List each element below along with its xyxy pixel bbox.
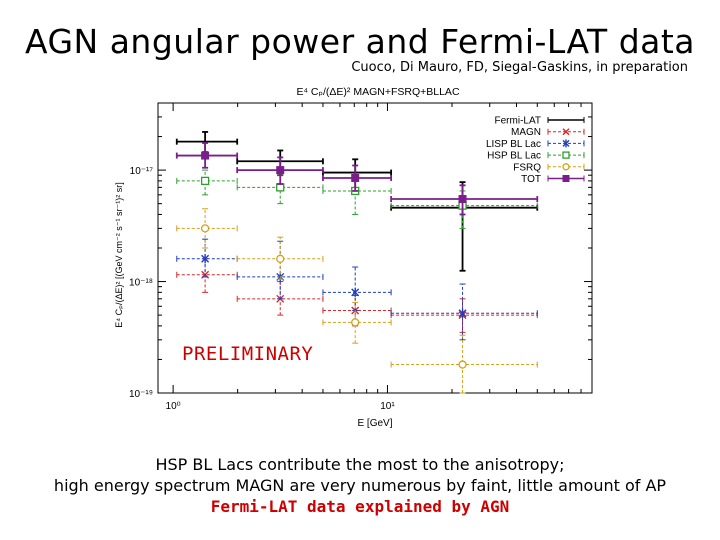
caption-line-1: HSP BL Lacs contribute the most to the a… — [155, 455, 565, 474]
legend-label: LISP BL Lac — [486, 139, 541, 150]
y-tick-label: 10⁻¹⁷ — [130, 166, 154, 177]
legend-label: HSP BL Lac — [487, 151, 541, 162]
author-credit: Cuoco, Di Mauro, FD, Siegal-Gaskins, in … — [351, 60, 688, 75]
caption-line-2: high energy spectrum MAGN are very numer… — [53, 476, 667, 495]
data-point — [351, 318, 360, 327]
series-fsrq — [176, 208, 538, 394]
series-tot — [175, 142, 539, 216]
slide-title: AGN angular power and Fermi-LAT data — [24, 22, 696, 61]
legend-marker — [562, 128, 570, 136]
preliminary-watermark: PRELIMINARY — [182, 343, 314, 365]
data-point — [276, 254, 285, 263]
series-fermi-lat — [175, 131, 539, 272]
series-lisp-bl-lac — [176, 238, 538, 341]
legend-label: FSRQ — [513, 162, 541, 173]
legend-marker — [562, 151, 570, 159]
x-tick-label: 10⁰ — [166, 401, 181, 412]
legend-marker — [562, 163, 570, 171]
legend-label: Fermi-LAT — [495, 116, 541, 127]
legend-label: TOT — [521, 174, 541, 185]
x-axis-label: E [GeV] — [357, 418, 392, 429]
x-tick-label: 10¹ — [380, 401, 395, 412]
y-tick-label: 10⁻¹⁹ — [129, 389, 153, 400]
data-point — [200, 224, 210, 233]
caption-conclusion: Fermi-LAT data explained by AGN — [210, 497, 510, 516]
data-point — [351, 173, 360, 182]
data-point — [276, 166, 285, 175]
legend-marker — [562, 175, 570, 182]
data-point — [458, 195, 467, 204]
y-axis-label: E⁴ Cₚ/(ΔE)² [(GeV cm⁻² s⁻¹ sr⁻¹)² sr] — [114, 182, 124, 327]
y-tick-label: 10⁻¹⁸ — [129, 278, 153, 289]
data-point — [458, 360, 467, 369]
data-point — [200, 176, 210, 186]
legend-label: MAGN — [511, 127, 541, 138]
data-point — [201, 151, 210, 160]
chart-title: E⁴ Cₚ/(ΔE)² MAGN+FSRQ+BLLAC — [296, 86, 459, 98]
